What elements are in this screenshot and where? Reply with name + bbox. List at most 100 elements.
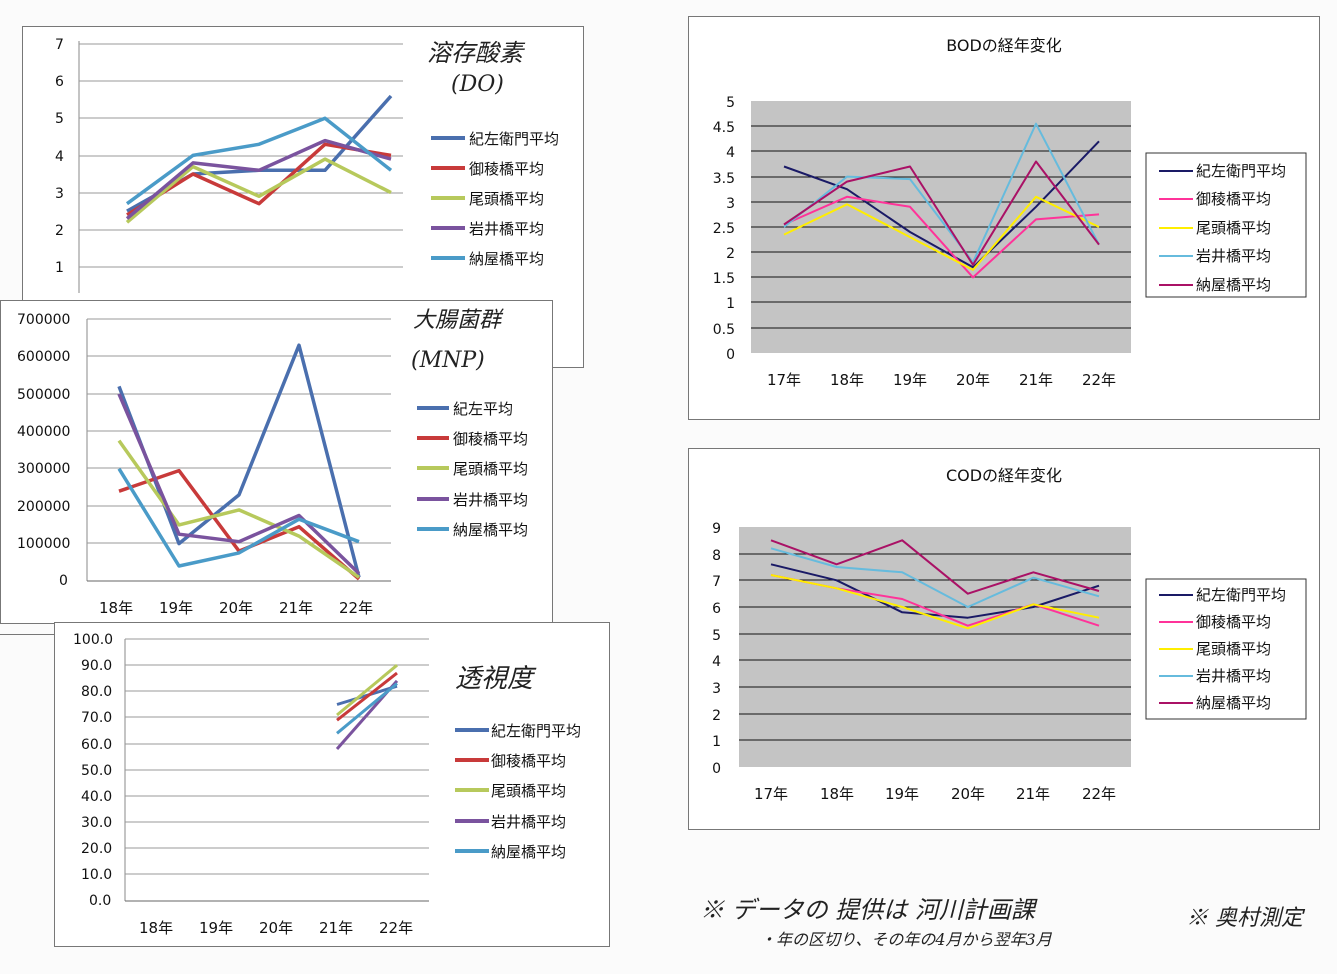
- coliform-series: [117, 343, 361, 581]
- coliform-legend-label-1: 紀左平均: [453, 400, 513, 418]
- coliform-xtick-19: 19年: [159, 599, 193, 617]
- transparency-series-line-3: [336, 664, 398, 717]
- coliform-xtick-18: 18年: [99, 599, 133, 617]
- coliform-title-handwritten: 大腸菌群 (MNP): [411, 308, 504, 373]
- bod-title: BODの経年変化: [946, 36, 1062, 55]
- do-ytick-6: 6: [55, 74, 64, 90]
- cod-yticks: 9 8 7 6 5 4 3 2 1 0: [712, 521, 721, 777]
- bod-legend-label-2: 御稜橋平均: [1196, 190, 1271, 208]
- bod-ytick-4.5: 4.5: [713, 120, 735, 136]
- transparency-series-line-2: [336, 671, 398, 722]
- cod-title: CODの経年変化: [946, 466, 1062, 485]
- cod-legend: 紀左衛門平均 御稜橋平均 尾頭橋平均 岩井橋平均 納屋橋平均: [1145, 578, 1307, 720]
- cod-ytick-5: 5: [712, 628, 721, 644]
- coliform-ytick-0: 0: [59, 573, 68, 589]
- do-title-handwritten: 溶存酸素 (DO): [427, 39, 526, 97]
- handwritten-note: ※ データの 提供は 河川計画課 ・年の区切り、その年の4月から翌年3月 ※ 奥…: [700, 890, 1303, 960]
- chart-cod: CODの経年変化 9 8 7 6 5 4 3 2 1 0 17年 18年: [712, 466, 1307, 803]
- bod-series-line-2: [783, 195, 1100, 279]
- do-legend-label-4: 岩井橋平均: [469, 220, 544, 238]
- coliform-legend-label-4: 岩井橋平均: [453, 491, 528, 509]
- bod-ytick-3: 3: [726, 196, 735, 212]
- coliform-xtick-21: 21年: [279, 599, 313, 617]
- cod-xticks: 17年 18年 19年 20年 21年 22年: [754, 785, 1116, 803]
- bod-ytick-2.5: 2.5: [713, 221, 735, 237]
- do-gridlines: [79, 43, 403, 268]
- paper-edge-line: [0, 634, 54, 635]
- cod-series-line-4: [770, 547, 1100, 608]
- bod-ytick-4: 4: [726, 145, 735, 161]
- coliform-legend-label-3: 尾頭橋平均: [453, 460, 528, 478]
- transparency-legend-label-2: 御稜橋平均: [491, 752, 566, 770]
- note-line-data-source: ※ データの 提供は 河川計画課: [700, 896, 1035, 924]
- coliform-xtick-22: 22年: [339, 599, 373, 617]
- cod-xtick-20: 20年: [951, 785, 985, 803]
- bod-series: [783, 122, 1100, 279]
- coliform-legend-label-2: 御稜橋平均: [453, 430, 528, 448]
- transparency-ytick-0: 0.0: [89, 893, 111, 909]
- do-legend-label-5: 納屋橋平均: [469, 250, 544, 268]
- coliform-legend-label-5: 納屋橋平均: [453, 521, 528, 539]
- chart-transparency: 透視度 100.0 90.0 80.0 70.0 60.0 50.0 40.0 …: [73, 632, 581, 937]
- bod-ytick-1.5: 1.5: [713, 271, 735, 287]
- note-line-year-definition: ・年の区切り、その年の4月から翌年3月: [760, 930, 1052, 949]
- cod-ytick-4: 4: [712, 654, 721, 670]
- transparency-legend-label-3: 尾頭橋平均: [491, 782, 566, 800]
- coliform-ytick-500000: 500000: [17, 387, 70, 403]
- do-legend-label-1: 紀左衛門平均: [469, 130, 559, 148]
- do-series-line-5: [125, 116, 393, 206]
- do-ytick-5: 5: [55, 111, 64, 127]
- cod-xtick-21: 21年: [1016, 785, 1050, 803]
- do-series-line-3: [125, 157, 392, 224]
- transparency-series: [335, 664, 399, 750]
- chart-bod: BODの経年変化 5 4.5 4 3.5 3 2.5 2 1.5 1 0.5 0: [713, 36, 1307, 389]
- bod-yticks: 5 4.5 4 3.5 3 2.5 2 1.5 1 0.5 0: [713, 95, 735, 363]
- cod-xtick-18: 18年: [820, 785, 854, 803]
- chart-do: 溶存酸素 (DO) 7 6 5 4 3 2 1 紀左衛門平均 御稜橋平均: [55, 37, 559, 293]
- transparency-xtick-21: 21年: [319, 919, 353, 937]
- transparency-legend: 紀左衛門平均 御稜橋平均 尾頭橋平均 岩井橋平均 納屋橋平均: [455, 722, 581, 861]
- transparency-xtick-22: 22年: [379, 919, 413, 937]
- cod-series-line-3: [770, 574, 1100, 630]
- do-series: [125, 94, 393, 224]
- transparency-ytick-80: 80.0: [81, 684, 112, 700]
- coliform-yticks: 700000 600000 500000 400000 300000 20000…: [17, 312, 70, 589]
- transparency-ytick-30: 30.0: [81, 815, 112, 831]
- bod-series-line-3: [783, 195, 1100, 271]
- coliform-ytick-300000: 300000: [17, 461, 70, 477]
- chart-panel-transparency: 透視度 100.0 90.0 80.0 70.0 60.0 50.0 40.0 …: [54, 622, 610, 947]
- coliform-ytick-400000: 400000: [17, 424, 70, 440]
- bod-series-line-5: [783, 160, 1100, 266]
- cod-ytick-8: 8: [712, 548, 721, 564]
- coliform-xticks: 18年 19年 20年 21年 22年: [99, 599, 373, 617]
- transparency-ytick-90: 90.0: [81, 658, 112, 674]
- cod-legend-label-5: 納屋橋平均: [1196, 694, 1271, 712]
- do-series-line-4: [125, 138, 392, 220]
- bod-series-line-4: [783, 122, 1100, 264]
- bod-xtick-20: 20年: [956, 371, 990, 389]
- do-ytick-1: 1: [55, 260, 64, 276]
- cod-ytick-1: 1: [712, 734, 721, 750]
- bod-ytick-0.5: 0.5: [713, 322, 735, 338]
- chart-panel-bod: BODの経年変化 5 4.5 4 3.5 3 2.5 2 1.5 1 0.5 0: [688, 16, 1320, 420]
- cod-ytick-9: 9: [712, 521, 721, 537]
- cod-legend-label-1: 紀左衛門平均: [1196, 586, 1286, 604]
- do-ytick-7: 7: [55, 37, 64, 53]
- coliform-legend: 紀左平均 御稜橋平均 尾頭橋平均 岩井橋平均 納屋橋平均: [417, 400, 528, 539]
- chart-panel-coliform: 大腸菌群 (MNP) 700000 600000 500000 400000 3…: [0, 300, 553, 624]
- do-legend-label-3: 尾頭橋平均: [469, 190, 544, 208]
- coliform-series-line-5: [117, 467, 360, 568]
- bod-xtick-18: 18年: [830, 371, 864, 389]
- transparency-yticks: 100.0 90.0 80.0 70.0 60.0 50.0 40.0 30.0…: [73, 632, 113, 909]
- cod-series-line-1: [770, 563, 1100, 619]
- do-ytick-4: 4: [55, 149, 64, 165]
- bod-ytick-0: 0: [726, 347, 735, 363]
- transparency-xticks: 18年 19年 20年 21年 22年: [139, 919, 413, 937]
- transparency-legend-label-5: 納屋橋平均: [491, 843, 566, 861]
- do-legend-label-2: 御稜橋平均: [469, 160, 544, 178]
- cod-ytick-6: 6: [712, 601, 721, 617]
- do-ytick-3: 3: [55, 186, 64, 202]
- bod-xtick-19: 19年: [893, 371, 927, 389]
- chart-panel-cod: CODの経年変化 9 8 7 6 5 4 3 2 1 0 17年 18年: [688, 448, 1320, 830]
- coliform-title-line2: (MNP): [411, 348, 485, 373]
